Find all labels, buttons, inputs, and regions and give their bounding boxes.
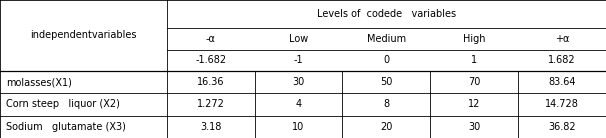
Text: 4: 4 [295,99,302,109]
Text: 70: 70 [468,77,481,87]
Text: Levels of  codede   variables: Levels of codede variables [317,9,456,19]
Text: Medium: Medium [367,34,406,44]
Text: 8: 8 [383,99,390,109]
Text: 50: 50 [380,77,393,87]
Text: molasses(X1): molasses(X1) [6,77,72,87]
Text: 1: 1 [471,55,478,65]
Text: 36.82: 36.82 [548,122,576,132]
Text: 20: 20 [380,122,393,132]
Text: 12: 12 [468,99,481,109]
Text: 10: 10 [292,122,305,132]
Text: 14.728: 14.728 [545,99,579,109]
Text: +α: +α [555,34,569,44]
Text: -1: -1 [294,55,303,65]
Text: 30: 30 [292,77,305,87]
Text: 30: 30 [468,122,481,132]
Text: -α: -α [205,34,216,44]
Text: Corn steep   liquor (X2): Corn steep liquor (X2) [6,99,120,109]
Text: independentvariables: independentvariables [30,30,136,40]
Text: 16.36: 16.36 [197,77,224,87]
Text: 1.272: 1.272 [197,99,224,109]
Text: Sodium   glutamate (X3): Sodium glutamate (X3) [6,122,126,132]
Text: Low: Low [289,34,308,44]
Text: 83.64: 83.64 [548,77,576,87]
Text: 0: 0 [383,55,390,65]
Text: 3.18: 3.18 [200,122,221,132]
Text: High: High [463,34,485,44]
Text: 1.682: 1.682 [548,55,576,65]
Text: -1.682: -1.682 [195,55,226,65]
